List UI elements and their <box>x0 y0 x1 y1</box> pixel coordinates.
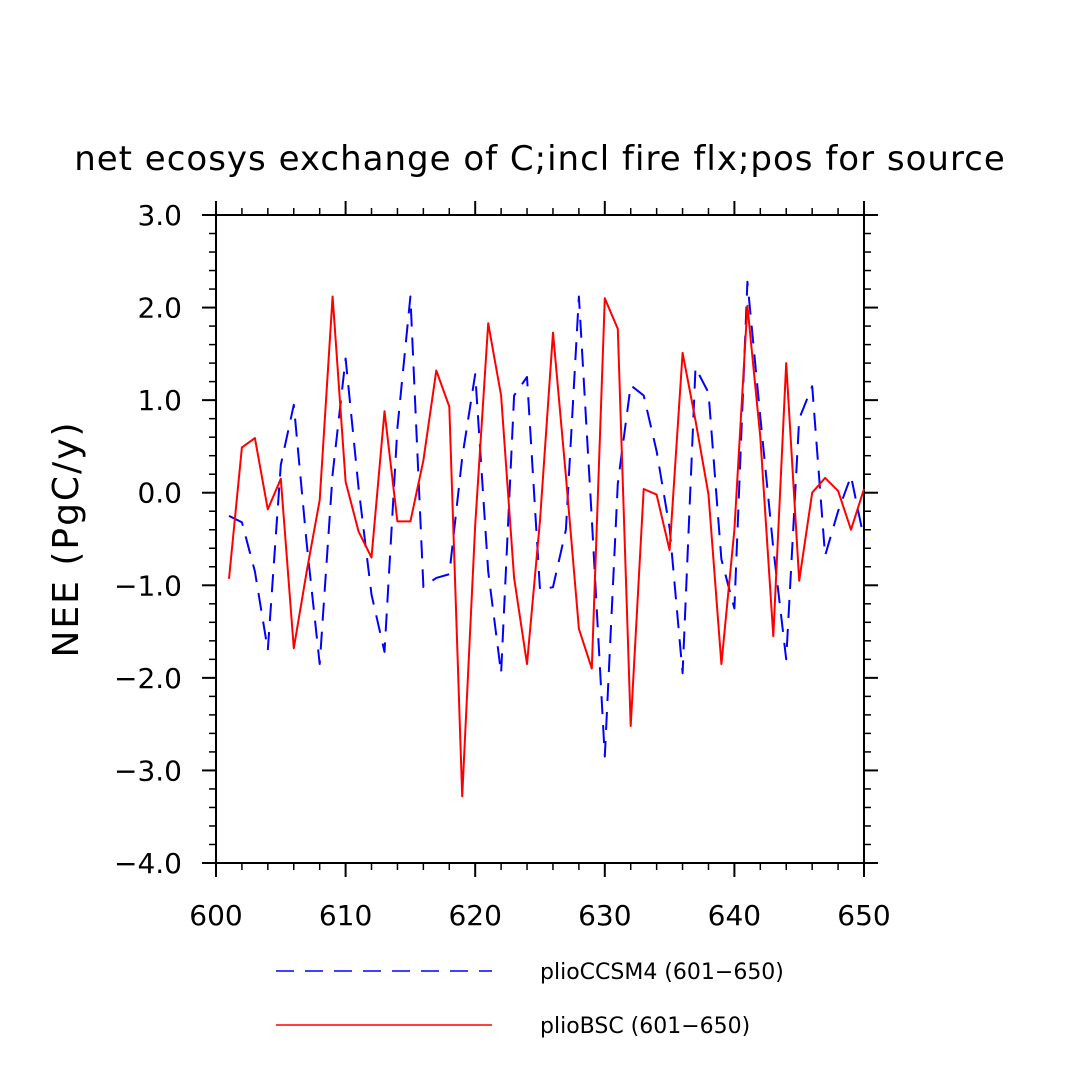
x-tick-label: 610 <box>319 899 372 932</box>
y-axis-label: NEE (PgC/y) <box>46 420 87 657</box>
y-tick-label: 0.0 <box>137 477 182 510</box>
y-tick-label: −2.0 <box>114 662 182 695</box>
legend-label-plioccsm4: plioCCSM4 (601−650) <box>540 960 784 985</box>
y-tick-label: 1.0 <box>137 384 182 417</box>
y-tick-label: −3.0 <box>114 754 182 787</box>
series-line-plioccsm4 <box>228 280 865 758</box>
x-tick-label: 640 <box>708 899 761 932</box>
chart-title: net ecosys exchange of C;incl fire flx;p… <box>74 139 1006 179</box>
y-tick-label: 3.0 <box>137 199 182 232</box>
plot-area: 600 610 620 630 640 650 3.0 2.0 1.0 0.0 −1.0 −2.0 −3… <box>114 199 891 932</box>
x-tick-label: 600 <box>189 899 242 932</box>
y-tick-label: −1.0 <box>114 569 182 602</box>
legend: plioCCSM4 (601−650) plioBSC (601−650) <box>276 960 784 1039</box>
x-tick-label: 650 <box>837 899 890 932</box>
y-tick-label: −4.0 <box>114 847 182 880</box>
series-line-pliobsc <box>228 295 865 798</box>
y-tick-label: 2.0 <box>137 292 182 325</box>
series-layer <box>228 280 865 798</box>
x-tick-label: 630 <box>578 899 631 932</box>
legend-label-pliobsc: plioBSC (601−650) <box>540 1014 750 1039</box>
x-tick-label: 620 <box>448 899 501 932</box>
